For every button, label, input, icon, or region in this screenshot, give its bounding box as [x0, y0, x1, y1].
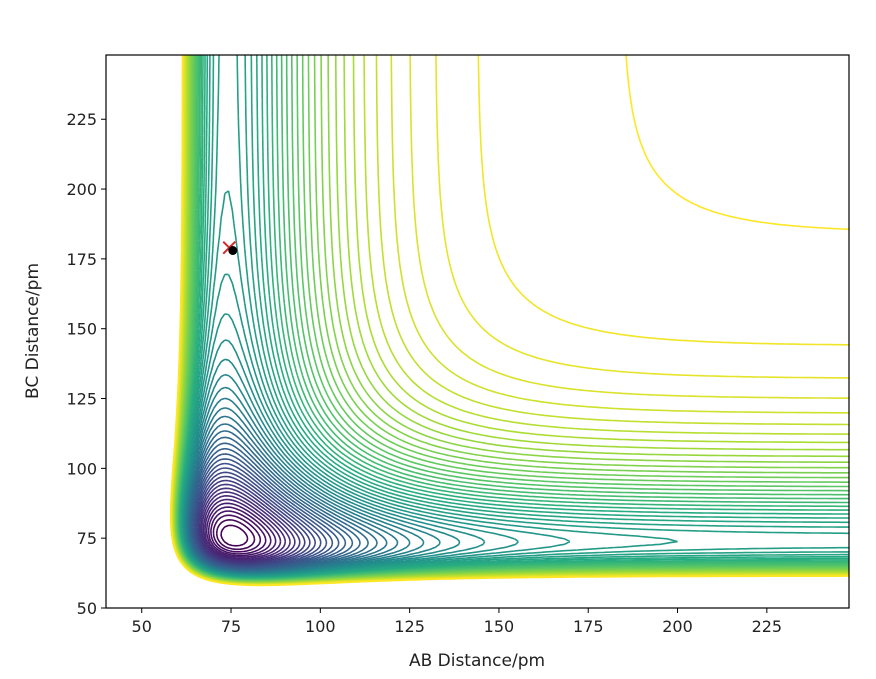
y-tick-label: 125	[66, 390, 97, 409]
y-tick-label: 100	[66, 459, 97, 478]
contour-level-9	[201, 491, 291, 562]
x-tick-label: 225	[752, 617, 783, 636]
x-axis-ticks: 50 75 100 125 150 175 200 225	[132, 608, 783, 636]
contour-level-6	[205, 502, 277, 558]
x-axis-label: AB Distance/pm	[409, 651, 545, 671]
contour-lines	[169, 55, 849, 587]
marker-trajectory	[228, 246, 238, 256]
x-tick-label: 50	[132, 617, 152, 636]
x-tick-label: 75	[221, 617, 241, 636]
contour-level-3	[212, 514, 262, 553]
contour-level-8	[202, 495, 287, 561]
y-tick-label: 50	[77, 599, 97, 618]
y-tick-label: 200	[66, 180, 97, 199]
contour-level-11	[198, 483, 301, 564]
y-tick-label: 225	[66, 110, 97, 129]
x-tick-label: 175	[573, 617, 604, 636]
contour-level-4	[210, 510, 267, 555]
contour-level-2	[215, 519, 256, 551]
x-tick-label: 200	[662, 617, 693, 636]
contour-level-60	[169, 55, 849, 587]
x-tick-label: 150	[484, 617, 515, 636]
y-tick-label: 150	[66, 320, 97, 339]
x-tick-label: 125	[394, 617, 425, 636]
y-tick-label: 75	[77, 529, 97, 548]
y-tick-label: 175	[66, 250, 97, 269]
contour-level-10	[199, 487, 296, 563]
markers-layer	[222, 241, 238, 256]
y-axis-ticks: 50 75 100 125 150 175 200 225	[66, 110, 106, 618]
plot-area	[105, 54, 850, 609]
plot-frame	[105, 54, 850, 609]
contour-level-1	[220, 524, 249, 547]
y-axis-label: BC Distance/pm	[23, 263, 43, 399]
x-tick-label: 100	[305, 617, 336, 636]
contour-level-7	[204, 498, 282, 560]
contour-level-5	[207, 506, 272, 557]
